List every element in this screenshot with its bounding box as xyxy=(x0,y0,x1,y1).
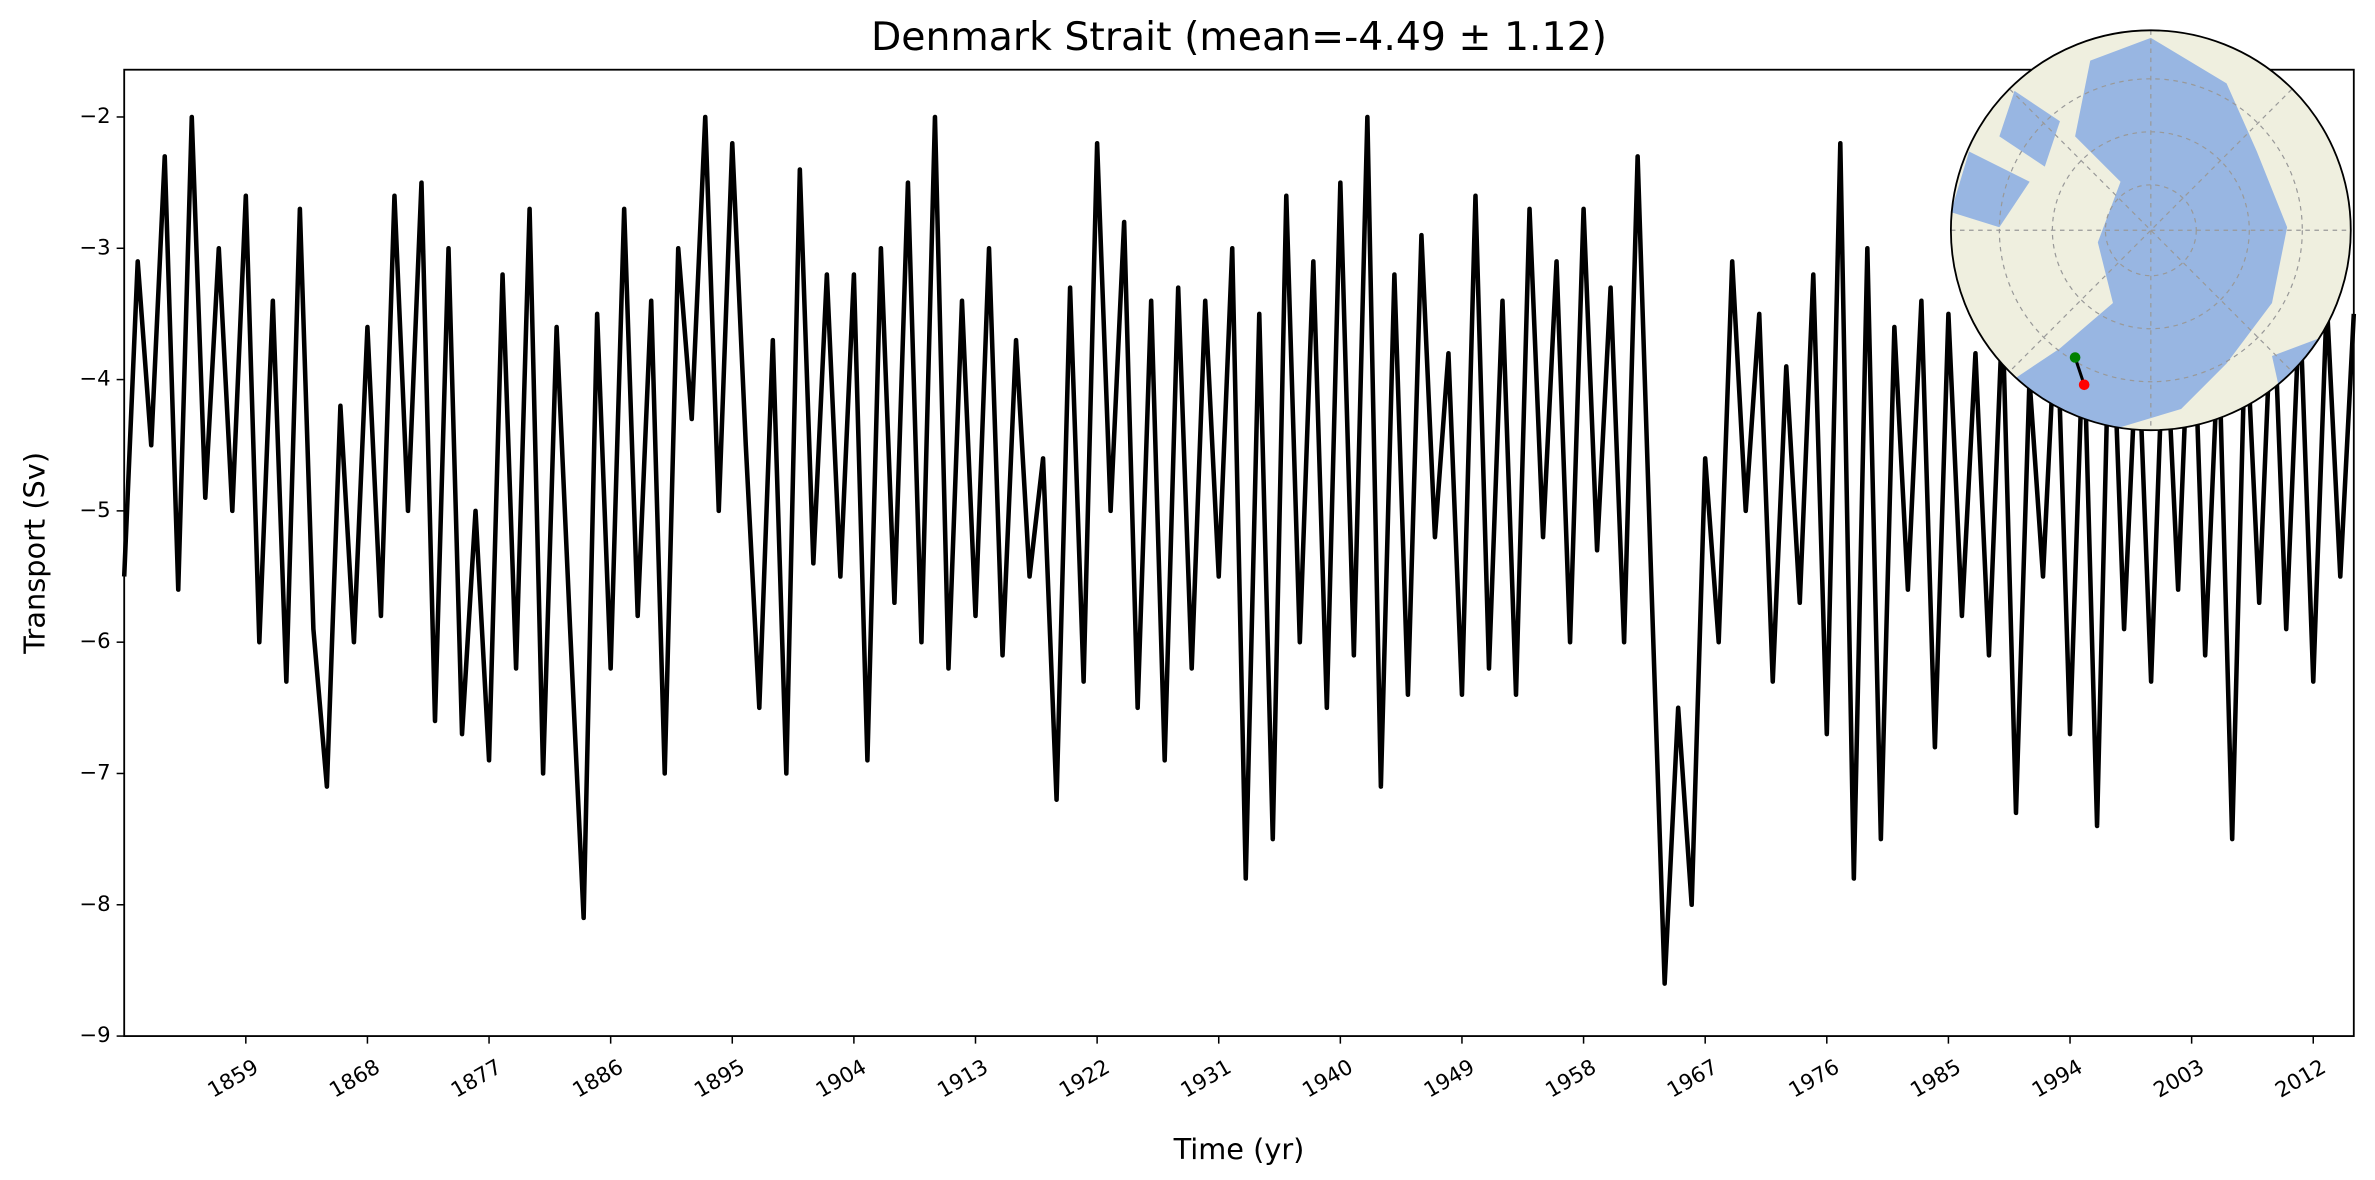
map-end xyxy=(2078,379,2090,391)
x-tick-label: 1958 xyxy=(1541,1054,1600,1103)
plot-frame xyxy=(123,68,2355,1037)
y-tick-label: −8 xyxy=(79,891,110,916)
x-tick-label: 1931 xyxy=(1176,1054,1235,1103)
x-axis-label: Time (yr) xyxy=(1173,1132,1305,1166)
y-tick-label: −2 xyxy=(79,103,110,128)
x-tick-label: 1904 xyxy=(811,1054,870,1103)
x-tick-label: 1913 xyxy=(933,1054,992,1103)
chart-title: Denmark Strait (mean=-4.49 ± 1.12) xyxy=(871,14,1607,60)
x-tick-label: 1940 xyxy=(1298,1054,1357,1103)
x-tick-label: 1922 xyxy=(1054,1054,1113,1103)
x-tick-label: 1976 xyxy=(1784,1054,1843,1103)
x-tick-label: 1985 xyxy=(1906,1054,1965,1103)
y-tick-label: −4 xyxy=(79,366,110,391)
y-tick-label: −9 xyxy=(79,1022,110,1047)
x-tick-label: 1967 xyxy=(1663,1054,1722,1103)
y-tick-label: −3 xyxy=(79,234,110,259)
y-tick-label: −6 xyxy=(79,628,110,653)
x-tick-label: 1886 xyxy=(568,1054,627,1103)
map-graticule xyxy=(1950,30,2351,431)
y-tick-label: −7 xyxy=(79,759,110,784)
x-tick-label: 2012 xyxy=(2271,1054,2330,1103)
x-tick-label: 1877 xyxy=(446,1054,505,1103)
data-line xyxy=(121,114,2357,986)
x-tick-label: 1994 xyxy=(2027,1054,2086,1103)
x-tick-label: 1895 xyxy=(690,1054,749,1103)
map-start xyxy=(2069,352,2081,363)
map-inset xyxy=(1949,29,2352,432)
y-axis-label: Transport (Sv) xyxy=(17,452,51,655)
x-tick-label: 1859 xyxy=(203,1054,262,1103)
x-tick-label: 2003 xyxy=(2149,1054,2208,1103)
map-border xyxy=(1949,29,2352,432)
x-tick-label: 1949 xyxy=(1419,1054,1478,1103)
x-tick-label: 1868 xyxy=(325,1054,384,1103)
y-tick-label: −5 xyxy=(79,497,110,522)
